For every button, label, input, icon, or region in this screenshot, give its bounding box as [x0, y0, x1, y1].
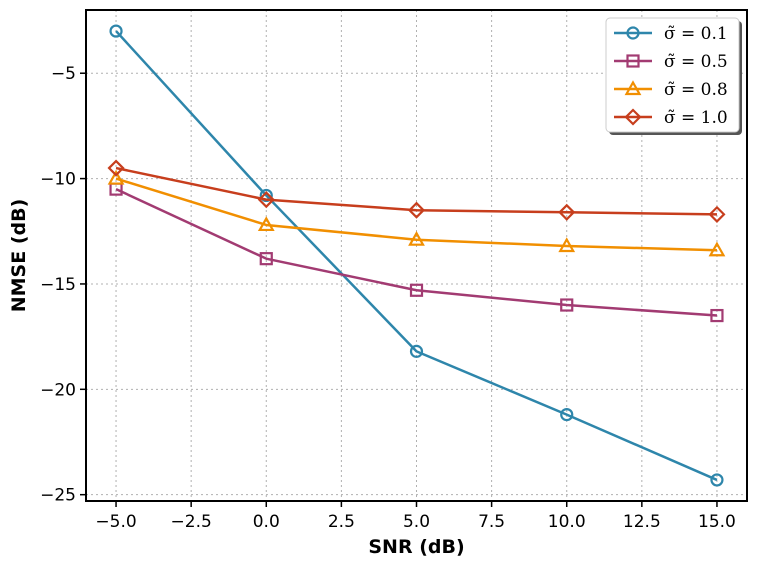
x-tick-label: 7.5 — [478, 512, 505, 532]
data-point — [558, 203, 576, 221]
legend-label: σ̃ = 0.8 — [664, 80, 728, 100]
x-tick-label: 15.0 — [698, 512, 736, 532]
legend-marker — [624, 80, 642, 96]
x-axis-label: SNR (dB) — [368, 536, 464, 558]
data-point — [109, 24, 123, 38]
legend-label: σ̃ = 0.5 — [664, 52, 728, 72]
data-point — [710, 308, 724, 323]
y-tick-label: −15 — [40, 275, 76, 295]
legend-marker — [624, 108, 642, 126]
legend-item: σ̃ = 1.0 — [614, 108, 728, 128]
x-tick-label: −2.5 — [171, 512, 212, 532]
series-line — [115, 187, 718, 317]
data-point — [257, 216, 275, 232]
series-3 — [107, 159, 726, 223]
y-tick-label: −25 — [40, 486, 76, 506]
legend-item: σ̃ = 0.8 — [614, 80, 728, 100]
data-point — [107, 159, 125, 177]
data-point — [708, 205, 726, 223]
y-axis-label: NMSE (dB) — [8, 199, 30, 313]
data-point — [107, 169, 125, 185]
x-tick-label: 0.0 — [253, 512, 280, 532]
data-point — [710, 473, 724, 487]
series-line — [115, 177, 717, 252]
legend: σ̃ = 0.1 σ̃ = 0.5 σ̃ = 0.8 σ̃ = 1.0 — [605, 17, 742, 135]
data-point — [257, 191, 275, 209]
data-point — [708, 241, 726, 257]
x-tick-label: 10.0 — [548, 512, 586, 532]
y-tick-label: −10 — [40, 170, 76, 190]
axis-ticks: −5.0 −2.5 0.0 2.5 5.0 7.5 10.0 12.5 15.0 −5 −10 −15… — [40, 64, 736, 532]
x-tick-label: 2.5 — [328, 512, 355, 532]
x-tick-label: 5.0 — [403, 512, 430, 532]
data-point — [409, 283, 424, 297]
data-point — [259, 252, 273, 266]
series-0 — [109, 24, 724, 487]
legend-marker — [626, 26, 640, 40]
legend-box — [605, 17, 740, 133]
series-2 — [107, 169, 726, 257]
data-point — [259, 188, 273, 203]
legend-item: σ̃ = 0.1 — [614, 24, 728, 44]
series-1 — [109, 182, 724, 323]
data-point — [409, 344, 424, 358]
legend-label: σ̃ = 1.0 — [664, 108, 728, 128]
legend-marker — [626, 54, 640, 68]
data-point — [558, 237, 576, 253]
data-point — [560, 298, 574, 312]
y-tick-label: −20 — [40, 380, 76, 400]
data-point — [560, 408, 574, 422]
series-line — [115, 30, 718, 482]
legend-label: σ̃ = 0.1 — [664, 24, 728, 44]
data-point — [408, 230, 425, 246]
series-line — [115, 166, 717, 216]
series — [107, 24, 726, 487]
x-tick-label: −5.0 — [95, 512, 136, 532]
x-tick-label: 12.5 — [623, 512, 661, 532]
plot-frame — [85, 9, 748, 502]
y-tick-label: −5 — [51, 64, 76, 84]
data-point — [407, 201, 426, 219]
legend-item: σ̃ = 0.5 — [614, 52, 728, 72]
